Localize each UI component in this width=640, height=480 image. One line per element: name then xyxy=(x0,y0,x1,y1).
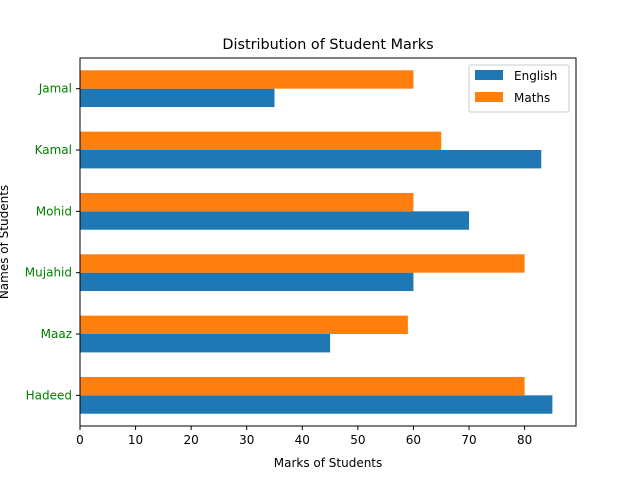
bar-english-maaz xyxy=(80,334,331,353)
y-tick-label-maaz: Maaz xyxy=(41,327,72,341)
plot-frame xyxy=(79,57,577,427)
y-tick-label-mohid: Mohid xyxy=(36,204,72,218)
x-tick-label: 0 xyxy=(76,433,84,447)
legend: English Maths xyxy=(468,64,570,113)
chart-title: Distribution of Student Marks xyxy=(222,37,433,53)
y-axis-label: Names of Students xyxy=(0,185,11,299)
bars-layer xyxy=(80,70,553,414)
bar-english-mujahid xyxy=(80,272,414,292)
x-tick-label: 40 xyxy=(295,433,310,447)
y-tick-label-hadeed: Hadeed xyxy=(26,388,72,402)
bar-maths-mohid xyxy=(80,192,414,212)
x-tick-label: 60 xyxy=(406,433,421,447)
y-tick-label-jamal: Jamal xyxy=(38,82,72,96)
bar-maths-maaz xyxy=(80,315,408,334)
bar-english-jamal xyxy=(80,88,275,108)
legend-label-english: English xyxy=(514,69,557,83)
bar-english-kamal xyxy=(80,150,542,169)
bar-maths-kamal xyxy=(80,131,442,150)
y-axis-ticks: Hadeed Maaz Mujahid Mohid Kamal Jamal xyxy=(25,82,80,402)
x-tick-label: 20 xyxy=(184,433,199,447)
bar-maths-jamal xyxy=(80,70,414,89)
x-tick-label: 80 xyxy=(517,433,532,447)
x-tick-label: 50 xyxy=(350,433,365,447)
x-tick-label: 30 xyxy=(239,433,254,447)
legend-swatch-english xyxy=(475,70,503,80)
x-tick-label: 10 xyxy=(128,433,143,447)
x-axis-ticks: 0 10 20 30 40 50 60 70 80 xyxy=(76,426,532,447)
x-tick-label: 70 xyxy=(461,433,476,447)
legend-swatch-maths xyxy=(475,92,503,102)
bar-maths-mujahid xyxy=(80,254,525,273)
y-tick-label-kamal: Kamal xyxy=(35,143,72,157)
bar-maths-hadeed xyxy=(80,376,525,396)
x-axis-label: Marks of Students xyxy=(274,456,383,470)
bar-english-mohid xyxy=(80,211,470,230)
y-tick-label-mujahid: Mujahid xyxy=(25,266,72,280)
bar-english-hadeed xyxy=(80,395,553,414)
legend-label-maths: Maths xyxy=(514,91,550,105)
